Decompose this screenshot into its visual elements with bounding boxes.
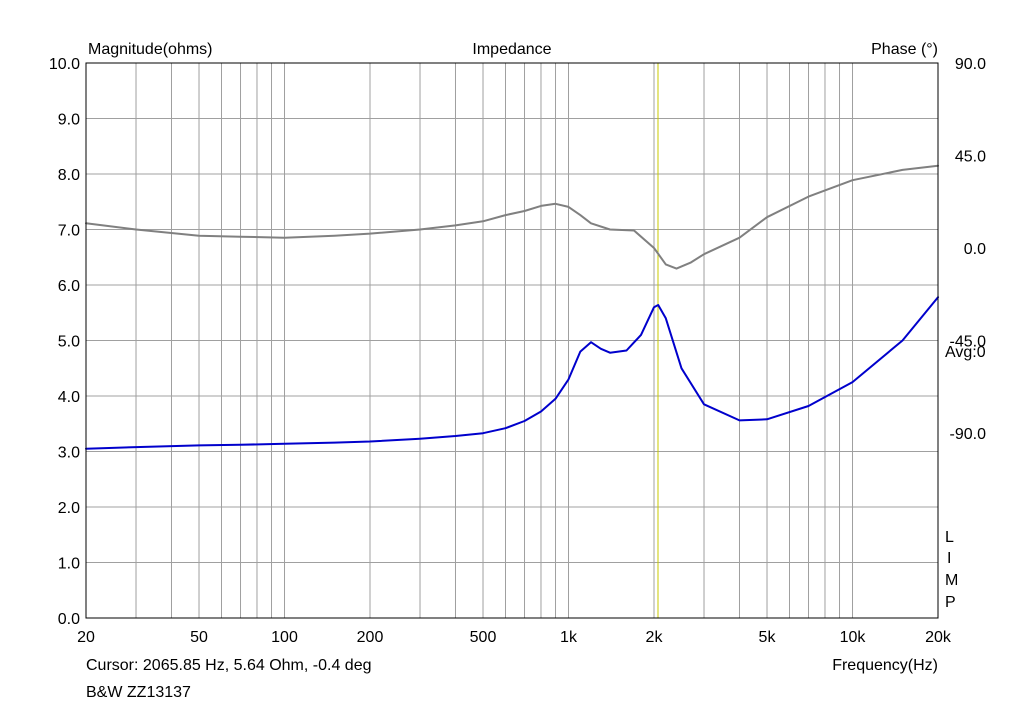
x-tick-label: 10k (840, 629, 867, 646)
series-layer (85, 63, 939, 618)
y-tick-label: 2.0 (58, 500, 80, 517)
y-tick-label: 4.0 (58, 389, 80, 406)
y-axis-title: Magnitude(ohms) (88, 41, 213, 58)
y2-tick-label: -45.0 (950, 334, 987, 351)
x-axis-title: Frequency(Hz) (832, 657, 938, 674)
x-tick-label: 50 (190, 629, 208, 646)
avg-label: Avg:0 (945, 344, 986, 361)
tick-labels: 20 50 100 200 500 1k 2k 5k 10k 20k 0.0 1.0 2.0 3.0 4.0… (49, 56, 986, 646)
x-tick-label: 2k (646, 629, 664, 646)
chart-title: Impedance (472, 41, 551, 58)
limp-letter-l: L (945, 529, 954, 546)
y-tick-label: 5.0 (58, 334, 80, 351)
plot-frame (85, 62, 939, 619)
y2-tick-label: -90.0 (950, 426, 987, 443)
y2-tick-label: 90.0 (955, 56, 986, 73)
x-tick-label: 200 (357, 629, 384, 646)
y-tick-label: 3.0 (58, 445, 80, 462)
limp-letter-m: M (945, 572, 958, 589)
x-tick-label: 1k (560, 629, 578, 646)
y2-tick-label: 0.0 (964, 241, 986, 258)
y-tick-label: 8.0 (58, 167, 80, 184)
x-tick-label: 500 (470, 629, 497, 646)
grid (85, 62, 939, 619)
y-tick-label: 1.0 (58, 556, 80, 573)
y2-axis-title: Phase (°) (871, 41, 938, 58)
y-tick-label: 0.0 (58, 611, 80, 628)
y-tick-label: 6.0 (58, 278, 80, 295)
y-tick-label: 10.0 (49, 56, 80, 73)
y-tick-label: 9.0 (58, 112, 80, 129)
x-tick-label: 5k (759, 629, 777, 646)
y2-tick-label: 45.0 (955, 149, 986, 166)
phase-series-line (85, 164, 939, 270)
plot-border (85, 62, 939, 619)
y-tick-label: 7.0 (58, 223, 80, 240)
limp-letter-p: P (945, 594, 956, 611)
cursor-readout: Cursor: 2065.85 Hz, 5.64 Ohm, -0.4 deg (86, 657, 371, 674)
x-tick-label: 20k (925, 629, 952, 646)
x-tick-label: 100 (271, 629, 298, 646)
magnitude-series-line (85, 296, 939, 450)
x-tick-label: 20 (77, 629, 95, 646)
limp-letter-i: I (947, 550, 951, 567)
chart-subtitle: B&W ZZ13137 (86, 684, 191, 701)
